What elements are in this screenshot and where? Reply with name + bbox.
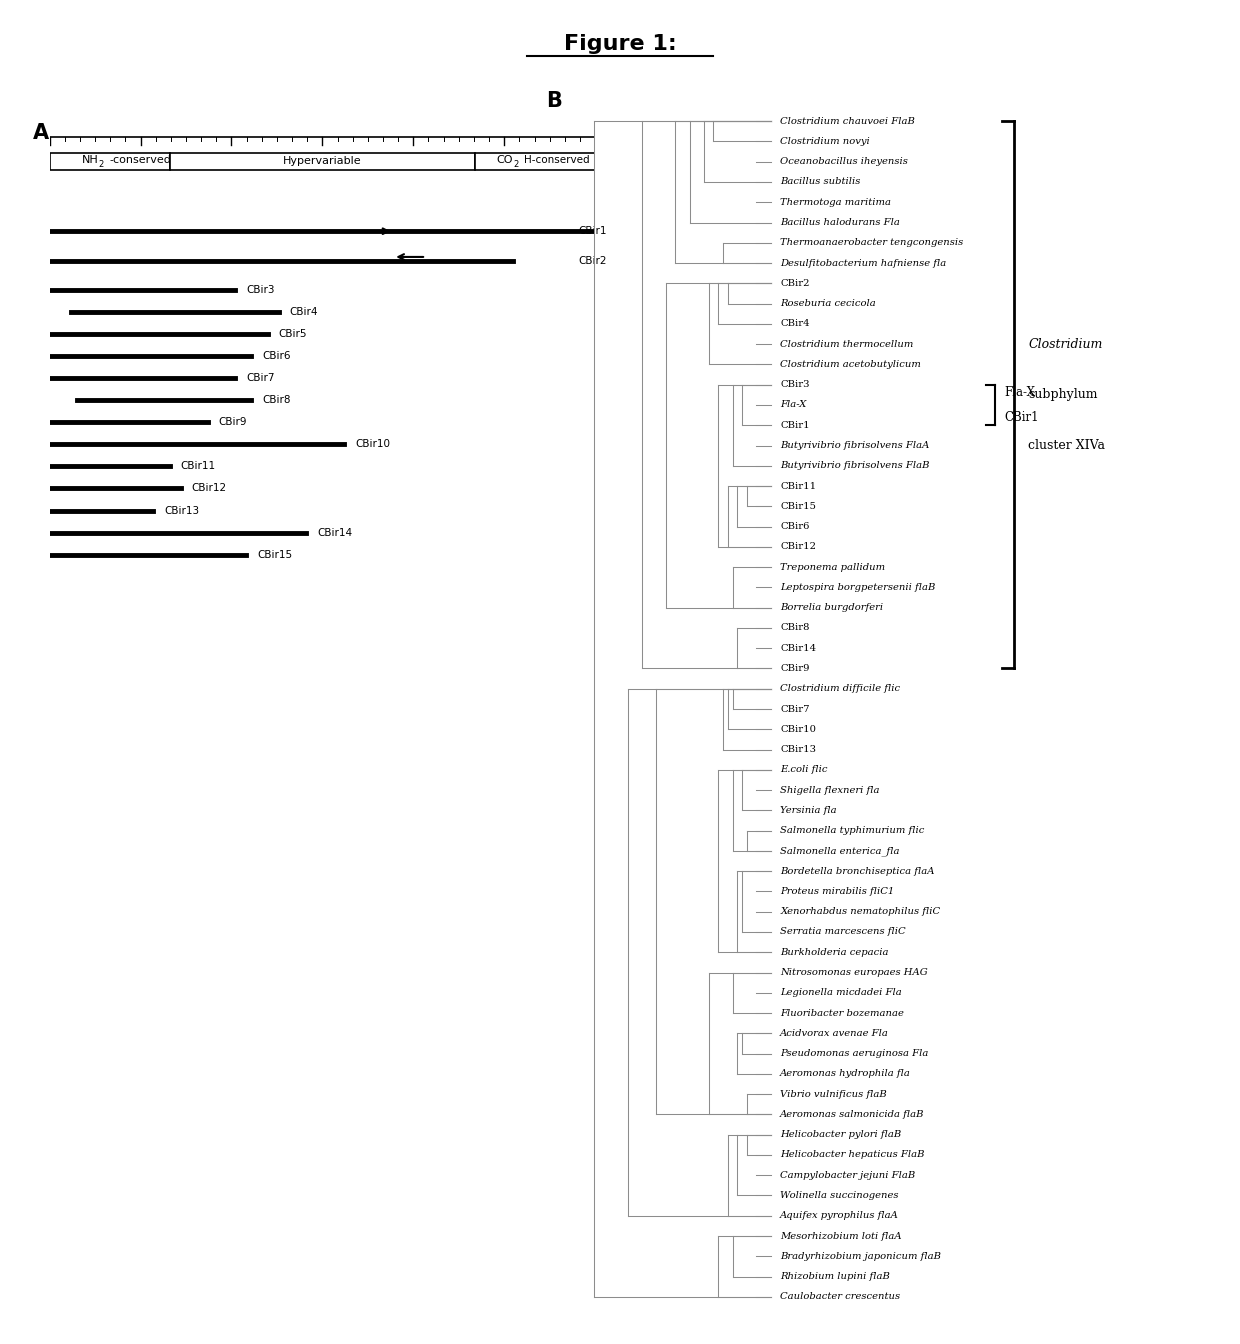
Text: Fla-X: Fla-X (780, 401, 807, 410)
Text: Borrelia burgdorferi: Borrelia burgdorferi (780, 603, 883, 612)
Text: CBir14: CBir14 (780, 644, 816, 653)
Text: CBir15: CBir15 (257, 550, 293, 559)
Text: 2: 2 (513, 160, 518, 169)
Text: CBir11: CBir11 (780, 481, 816, 491)
Text: Figure 1:: Figure 1: (564, 34, 676, 54)
Text: Butyrivibrio fibrisolvens FlaA: Butyrivibrio fibrisolvens FlaA (780, 441, 930, 450)
Text: H-conserved: H-conserved (525, 155, 590, 165)
Text: CBir9: CBir9 (218, 417, 247, 427)
Text: Thermotoga maritima: Thermotoga maritima (780, 198, 892, 207)
Text: Campylobacter jejuni FlaB: Campylobacter jejuni FlaB (780, 1171, 915, 1180)
Text: CBir1: CBir1 (780, 421, 810, 430)
Text: CBir7: CBir7 (780, 704, 810, 714)
Text: Aeromonas salmonicida flaB: Aeromonas salmonicida flaB (780, 1110, 925, 1120)
Text: Xenorhabdus nematophilus fliC: Xenorhabdus nematophilus fliC (780, 907, 940, 917)
Text: CBir2: CBir2 (579, 255, 608, 266)
Text: Fluoribacter bozemanae: Fluoribacter bozemanae (780, 1008, 904, 1017)
Text: Pseudomonas aeruginosa Fla: Pseudomonas aeruginosa Fla (780, 1050, 929, 1058)
Text: Fla-X: Fla-X (1004, 386, 1035, 399)
Text: Acidvorax avenae Fla: Acidvorax avenae Fla (780, 1030, 889, 1038)
Text: NH: NH (82, 155, 99, 165)
Text: Salmonella typhimurium flic: Salmonella typhimurium flic (780, 827, 925, 835)
Text: CBir14: CBir14 (317, 528, 352, 538)
Text: Rhizobium lupini flaB: Rhizobium lupini flaB (780, 1271, 890, 1281)
Text: CBir4: CBir4 (780, 320, 810, 328)
Text: CBir13: CBir13 (780, 745, 816, 754)
Text: Yersinia fla: Yersinia fla (780, 806, 837, 814)
Text: Serratia marcescens fliC: Serratia marcescens fliC (780, 927, 906, 937)
Text: CBir13: CBir13 (164, 505, 200, 516)
Text: CBir2: CBir2 (780, 278, 810, 288)
Text: -conserved: -conserved (109, 155, 171, 165)
Text: 2: 2 (99, 160, 104, 169)
Text: Salmonella enterica_fla: Salmonella enterica_fla (780, 847, 900, 856)
Text: CBir3: CBir3 (246, 285, 274, 296)
Text: Bacillus halodurans Fla: Bacillus halodurans Fla (780, 218, 900, 227)
Text: CBir5: CBir5 (279, 329, 308, 339)
Text: Nitrosomonas europaes HAG: Nitrosomonas europaes HAG (780, 968, 928, 977)
Text: Oceanobacillus iheyensis: Oceanobacillus iheyensis (780, 157, 908, 167)
Text: CBir6: CBir6 (263, 351, 291, 362)
Text: subphylum: subphylum (1028, 388, 1097, 402)
Text: Clostridium novyi: Clostridium novyi (780, 137, 870, 146)
Text: Roseburia cecicola: Roseburia cecicola (780, 300, 875, 308)
Text: Thermoanaerobacter tengcongensis: Thermoanaerobacter tengcongensis (780, 238, 963, 247)
Text: Helicobacter pylori flaB: Helicobacter pylori flaB (780, 1130, 901, 1140)
Text: Vibrio vulnificus flaB: Vibrio vulnificus flaB (780, 1090, 887, 1098)
Text: Bacillus subtilis: Bacillus subtilis (780, 177, 861, 187)
Text: Clostridium acetobutylicum: Clostridium acetobutylicum (780, 360, 921, 368)
Text: Butyrivibrio fibrisolvens FlaB: Butyrivibrio fibrisolvens FlaB (780, 461, 930, 470)
Text: CBir9: CBir9 (780, 664, 810, 673)
Text: Bordetella bronchiseptica flaA: Bordetella bronchiseptica flaA (780, 867, 935, 876)
Text: Aquifex pyrophilus flaA: Aquifex pyrophilus flaA (780, 1211, 899, 1220)
Bar (50, 153, 170, 169)
Text: Leptospira borgpetersenii flaB: Leptospira borgpetersenii flaB (780, 583, 936, 591)
Text: CBir3: CBir3 (780, 380, 810, 390)
Text: A: A (33, 122, 50, 142)
Text: B: B (547, 91, 563, 110)
Text: Clostridium: Clostridium (1028, 337, 1102, 351)
Text: CBir8: CBir8 (263, 395, 291, 406)
Text: Clostridium thermocellum: Clostridium thermocellum (780, 340, 914, 348)
Text: Desulfitobacterium hafniense fla: Desulfitobacterium hafniense fla (780, 258, 946, 267)
Text: Aeromonas hydrophila fla: Aeromonas hydrophila fla (780, 1070, 911, 1078)
Text: CBir11: CBir11 (181, 461, 216, 472)
Text: CBir7: CBir7 (246, 374, 274, 383)
Text: CBir12: CBir12 (780, 543, 816, 551)
Text: CO: CO (497, 155, 513, 165)
Text: Bradyrhizobium japonicum flaB: Bradyrhizobium japonicum flaB (780, 1251, 941, 1261)
Text: CBir15: CBir15 (780, 501, 816, 511)
Bar (170, 153, 475, 169)
Bar (475, 153, 595, 169)
Text: E.coli flic: E.coli flic (780, 765, 828, 774)
Text: Helicobacter hepaticus FlaB: Helicobacter hepaticus FlaB (780, 1150, 925, 1160)
Text: CBir12: CBir12 (191, 484, 227, 493)
Text: CBir10: CBir10 (780, 724, 816, 734)
Text: CBir1: CBir1 (1004, 411, 1039, 423)
Text: Wolinella succinogenes: Wolinella succinogenes (780, 1191, 899, 1200)
Text: Burkholderia cepacia: Burkholderia cepacia (780, 948, 889, 957)
Text: Hypervariable: Hypervariable (283, 156, 362, 167)
Text: Clostridium difficile flic: Clostridium difficile flic (780, 684, 900, 694)
Text: CBir6: CBir6 (780, 521, 810, 531)
Text: Shigella flexneri fla: Shigella flexneri fla (780, 786, 879, 794)
Text: CBir8: CBir8 (780, 624, 810, 633)
Text: Caulobacter crescentus: Caulobacter crescentus (780, 1293, 900, 1301)
Text: CBir1: CBir1 (579, 226, 608, 237)
Text: Treponema pallidum: Treponema pallidum (780, 563, 885, 571)
Text: Proteus mirabilis fliC1: Proteus mirabilis fliC1 (780, 887, 894, 896)
Text: cluster XIVa: cluster XIVa (1028, 439, 1105, 452)
Text: CBir10: CBir10 (355, 439, 391, 449)
Text: Legionella micdadei Fla: Legionella micdadei Fla (780, 988, 901, 997)
Text: Clostridium chauvoei FlaB: Clostridium chauvoei FlaB (780, 117, 915, 126)
Text: CBir4: CBir4 (290, 306, 319, 317)
Text: Mesorhizobium loti flaA: Mesorhizobium loti flaA (780, 1231, 901, 1241)
